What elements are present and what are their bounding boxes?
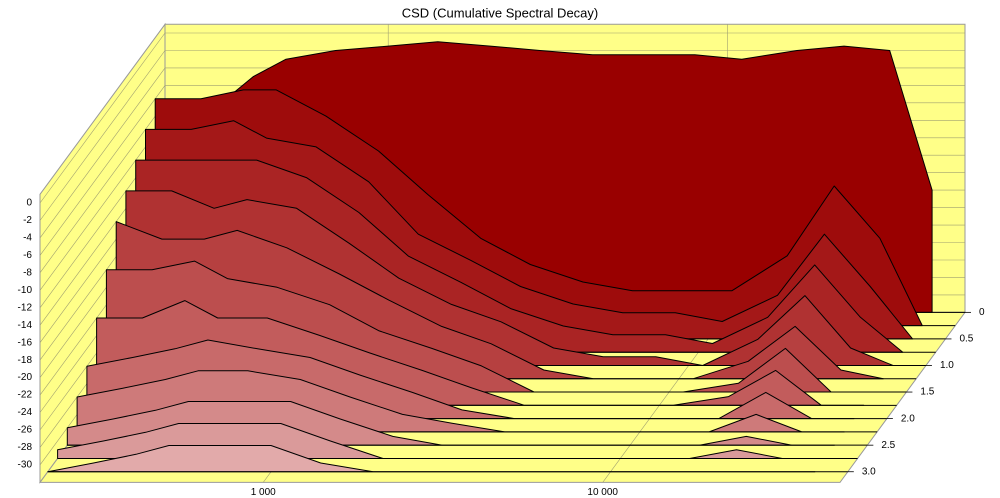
y-tick-label: -14 [18, 320, 33, 331]
z-tick-label: 1.0 [940, 360, 954, 371]
y-tick-label: 0 [26, 198, 32, 209]
z-tick-label: 0.5 [959, 334, 973, 345]
y-tick-label: -20 [18, 372, 33, 383]
z-tick-label: 2.5 [881, 440, 895, 451]
x-tick-label: 1 000 [251, 487, 276, 498]
y-tick-label: -30 [18, 460, 33, 471]
y-tick-label: -28 [18, 442, 33, 453]
y-tick-label: -24 [18, 407, 33, 418]
y-tick-label: -4 [23, 233, 32, 244]
grid-line [39, 32, 965, 204]
y-tick-label: -18 [18, 355, 33, 366]
y-tick-label: -10 [18, 285, 33, 296]
y-tick-label: -12 [18, 302, 33, 313]
chart-title: CSD (Cumulative Spectral Decay) [402, 5, 599, 20]
grid-line [39, 50, 965, 221]
y-tick-label: -6 [23, 250, 32, 261]
y-tick-label: -2 [23, 215, 32, 226]
y-tick-label: -22 [18, 390, 33, 401]
z-tick-label: 3.0 [862, 466, 876, 477]
x-tick-label: 10 000 [587, 487, 618, 498]
z-tick-label: 0 [979, 307, 985, 318]
z-tick-label: 1.5 [920, 387, 934, 398]
y-tick-label: -16 [18, 337, 33, 348]
y-tick-label: -8 [23, 267, 32, 278]
y-tick-label: -26 [18, 425, 33, 436]
z-tick-label: 2.0 [901, 413, 915, 424]
